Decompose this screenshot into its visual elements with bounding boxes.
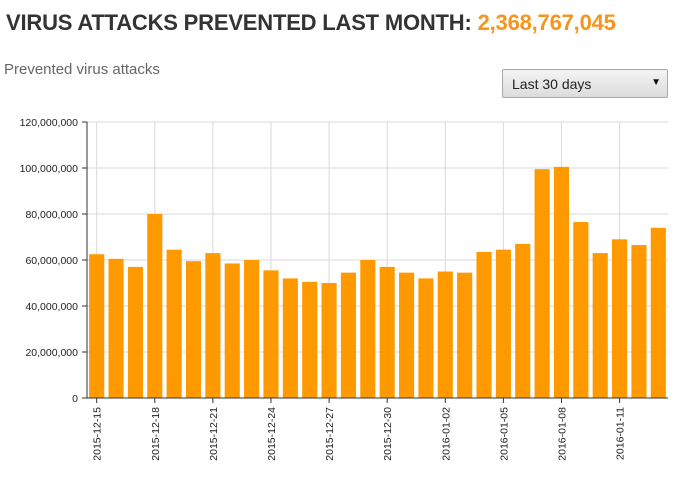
bar-2016-01-11 (612, 239, 628, 398)
chart-title: Prevented virus attacks (4, 61, 160, 78)
bar-2016-01-09 (573, 222, 589, 398)
x-tick-labels: 2015-12-15 2015-12-18 2015-12-21 2015-12-24… (92, 407, 627, 461)
heading-total: 2,368,767,045 (477, 10, 616, 35)
bar-2015-12-22 (224, 263, 240, 398)
axes (82, 121, 668, 403)
bar-2015-12-26 (302, 281, 318, 398)
x-tick-label: 2015-12-30 (382, 407, 394, 461)
x-tick-label: 2015-12-24 (266, 407, 278, 461)
bar-2015-12-17 (127, 266, 143, 398)
bar-2016-01-02 (437, 271, 453, 398)
bar-2016-01-05 (495, 249, 511, 398)
y-tick-label: 100,000,000 (20, 163, 79, 175)
y-tick-label: 60,000,000 (25, 255, 78, 267)
y-tick-label: 20,000,000 (25, 347, 78, 359)
x-tick-label: 2015-12-15 (92, 407, 104, 461)
y-tick-label: 0 (72, 393, 78, 405)
bar-2015-12-24 (263, 270, 279, 398)
y-gridlines (87, 121, 668, 399)
x-tick-label: 2015-12-21 (208, 407, 220, 461)
bars (89, 166, 666, 398)
bar-2016-01-06 (515, 243, 531, 398)
bar-2015-12-19 (166, 249, 182, 398)
bar-2015-12-31 (398, 272, 415, 398)
bar-2015-12-21 (205, 253, 221, 398)
bar-2015-12-18 (147, 214, 163, 398)
date-range-value: Last 30 days (512, 76, 592, 92)
x-tick-label: 2015-12-18 (150, 407, 162, 461)
bar-2016-01-03 (457, 272, 473, 398)
bar-2016-01-10 (592, 253, 608, 398)
bar-2015-12-30 (379, 266, 395, 398)
y-tick-label: 40,000,000 (25, 301, 78, 313)
x-tick-label: 2015-12-27 (324, 407, 336, 461)
bar-2015-12-15 (89, 254, 105, 398)
bar-2015-12-16 (108, 258, 124, 398)
bar-2016-01-08 (553, 166, 570, 398)
x-tick-label: 2016-01-02 (440, 407, 452, 461)
bar-2016-01-13 (650, 227, 666, 398)
date-range-select[interactable]: Last 30 days ▼ (502, 69, 668, 98)
bar-2015-12-25 (282, 278, 298, 398)
bar-2016-01-12 (631, 245, 647, 398)
bar-2015-12-28 (340, 272, 357, 398)
x-tick-label: 2016-01-11 (615, 407, 627, 460)
bar-2016-01-01 (418, 278, 434, 398)
heading-title: VIRUS ATTACKS PREVENTED LAST MONTH: (6, 10, 472, 35)
x-tick-label: 2016-01-05 (498, 407, 510, 461)
bar-2015-12-29 (360, 260, 376, 398)
bar-2016-01-07 (534, 169, 550, 398)
bar-2015-12-20 (185, 261, 202, 398)
chevron-down-icon: ▼ (651, 77, 661, 88)
y-tick-label: 80,000,000 (25, 209, 78, 221)
page-heading: VIRUS ATTACKS PREVENTED LAST MONTH: 2,368… (6, 10, 616, 36)
bar-2015-12-23 (244, 260, 260, 398)
y-tick-labels: 0 20,000,000 40,000,000 60,000,000 80,000,00… (20, 117, 79, 405)
y-tick-label: 120,000,000 (20, 117, 79, 129)
x-tick-label: 2016-01-08 (556, 407, 568, 461)
bar-2015-12-27 (321, 283, 337, 398)
bar-2016-01-04 (476, 251, 492, 398)
